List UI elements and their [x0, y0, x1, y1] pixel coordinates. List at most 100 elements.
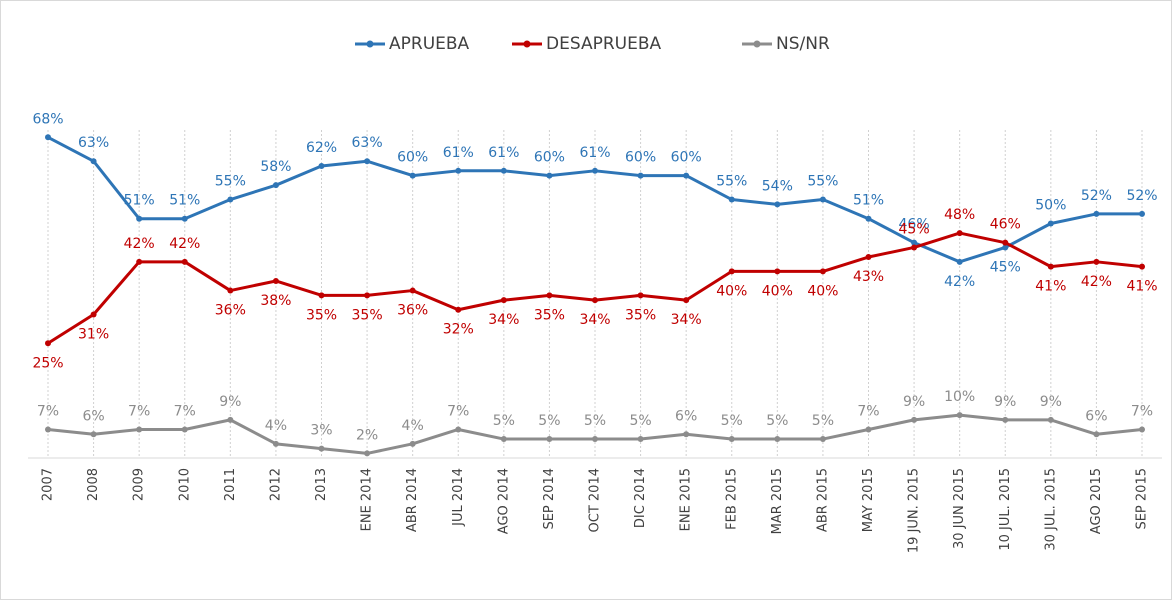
x-tick-label: 2011	[223, 468, 238, 501]
data-label: 25%	[32, 355, 63, 371]
x-tick-label: SEP 2015	[1135, 468, 1150, 530]
data-label: 7%	[857, 403, 879, 419]
x-tick-label: OCT 2014	[588, 468, 603, 532]
data-label: 55%	[215, 174, 246, 190]
data-point	[956, 230, 963, 237]
legend-label: NS/NR	[776, 34, 830, 54]
data-label: 63%	[352, 135, 383, 151]
data-point	[90, 311, 97, 318]
data-point	[683, 431, 690, 438]
data-label: 5%	[629, 413, 651, 429]
data-point	[865, 426, 872, 433]
data-point	[90, 158, 97, 165]
data-label: 35%	[534, 307, 565, 323]
data-point	[728, 196, 735, 203]
x-tick-label: ENE 2015	[679, 468, 694, 531]
data-label: 7%	[174, 403, 196, 419]
data-label: 58%	[260, 159, 291, 175]
data-label: 31%	[78, 327, 109, 343]
data-label: 42%	[169, 236, 200, 252]
data-label: 62%	[306, 140, 337, 156]
data-point	[728, 436, 735, 443]
x-tick-label: ENE 2014	[360, 468, 375, 531]
data-point	[911, 239, 918, 246]
legend-marker	[523, 40, 531, 48]
x-tick-label: 19 JUN. 2015	[907, 468, 922, 553]
data-point	[1002, 416, 1009, 423]
data-label: 6%	[675, 408, 697, 424]
data-label: 51%	[169, 193, 200, 209]
data-label: 63%	[78, 135, 109, 151]
data-label: 7%	[447, 403, 469, 419]
data-point	[45, 426, 51, 433]
data-label: 5%	[584, 413, 606, 429]
data-point	[318, 292, 325, 299]
data-label: 6%	[82, 408, 104, 424]
data-label: 9%	[1040, 394, 1062, 410]
data-label: 43%	[853, 269, 884, 285]
data-point	[136, 258, 143, 265]
data-label: 60%	[397, 150, 428, 166]
x-tick-label: SEP 2014	[542, 468, 557, 530]
data-point	[911, 244, 918, 251]
data-label: 50%	[1035, 198, 1066, 214]
data-point	[318, 445, 325, 452]
data-label: 61%	[488, 145, 519, 161]
data-point	[1047, 220, 1054, 227]
legend-marker	[366, 40, 374, 48]
data-point	[1093, 210, 1100, 217]
data-label: 35%	[352, 307, 383, 323]
x-tick-label: 2013	[314, 468, 329, 501]
data-point	[592, 297, 598, 304]
x-tick-label: MAR 2015	[770, 468, 785, 534]
data-label: 32%	[443, 322, 474, 338]
legend-label: APRUEBA	[389, 34, 470, 54]
data-label: 5%	[766, 413, 788, 429]
data-label: 61%	[579, 145, 610, 161]
data-label: 51%	[124, 193, 155, 209]
data-point	[683, 297, 690, 304]
data-point	[1093, 258, 1100, 265]
data-label: 60%	[625, 150, 656, 166]
data-point	[1002, 244, 1009, 251]
data-label: 5%	[721, 413, 743, 429]
data-label: 68%	[32, 111, 63, 127]
data-point	[1139, 263, 1145, 270]
data-label: 9%	[219, 394, 241, 410]
data-point	[409, 172, 416, 179]
data-point	[227, 416, 234, 423]
data-point	[90, 431, 97, 438]
data-point	[500, 297, 507, 304]
x-tick-label: AGO 2015	[1089, 468, 1104, 534]
data-point	[592, 167, 598, 174]
x-tick-label: AGO 2014	[496, 468, 511, 534]
data-label: 46%	[899, 217, 930, 233]
data-point	[637, 436, 644, 443]
x-tick-label: 30 JUL. 2015	[1043, 468, 1058, 551]
x-tick-label: ABR 2015	[815, 468, 830, 532]
data-label: 4%	[265, 418, 287, 434]
data-point	[364, 158, 371, 165]
data-point	[318, 163, 325, 170]
data-label: 5%	[812, 413, 834, 429]
data-label: 5%	[493, 413, 515, 429]
data-point	[819, 436, 826, 443]
data-label: 7%	[1131, 403, 1153, 419]
data-label: 55%	[807, 174, 838, 190]
data-point	[181, 215, 188, 222]
data-label: 35%	[625, 307, 656, 323]
data-label: 36%	[397, 303, 428, 319]
data-point	[592, 436, 598, 443]
data-point	[364, 292, 371, 299]
data-label: 2%	[356, 427, 378, 443]
data-point	[637, 292, 644, 299]
data-label: 7%	[37, 403, 59, 419]
x-tick-label: 30 JUN 2015	[952, 468, 967, 549]
data-point	[409, 287, 416, 294]
data-point	[45, 134, 51, 141]
x-tick-label: 2010	[177, 468, 192, 501]
data-label: 54%	[762, 178, 793, 194]
data-label: 3%	[310, 423, 332, 439]
data-point	[1002, 239, 1009, 246]
data-point	[455, 167, 462, 174]
